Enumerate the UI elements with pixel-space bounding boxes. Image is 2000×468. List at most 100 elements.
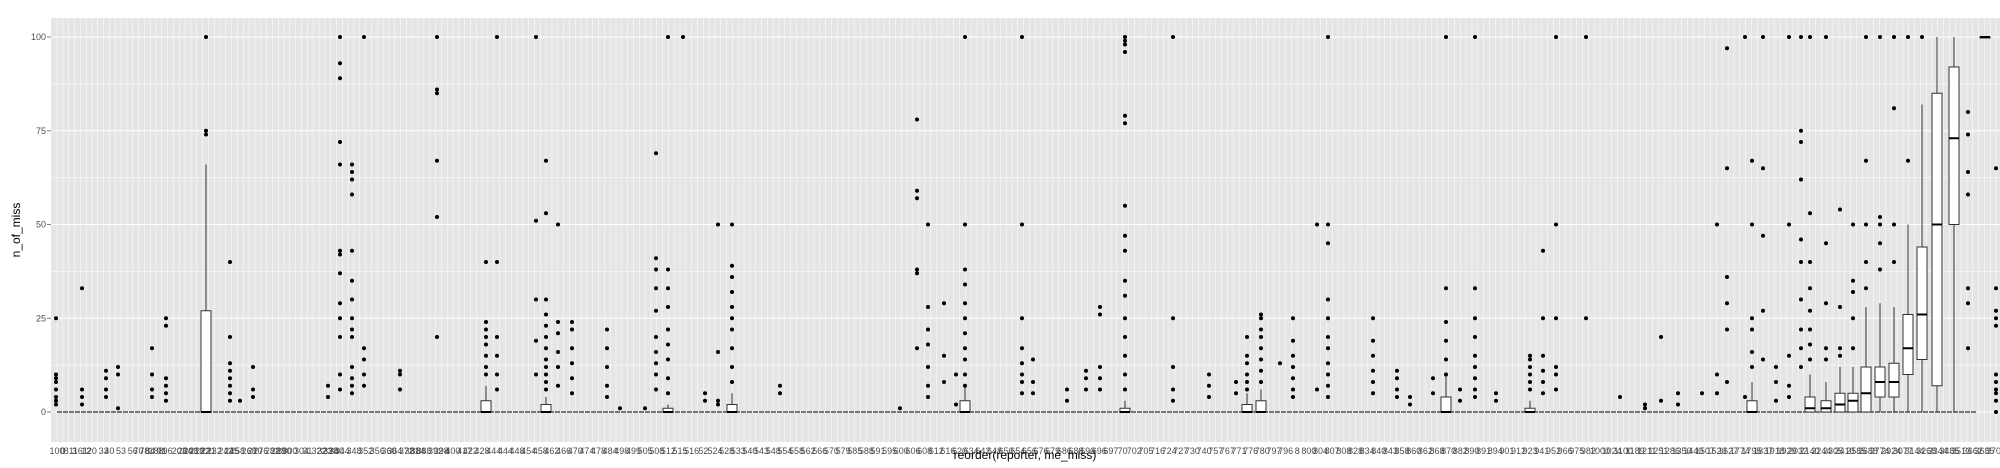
outlier-point <box>1715 372 1719 377</box>
outlier-point <box>1259 357 1263 362</box>
outlier-point <box>1554 35 1558 39</box>
x-tick-label: 780 <box>1255 446 1270 456</box>
outlier-point <box>681 35 685 39</box>
outlier-point <box>570 327 574 332</box>
x-tick-label: 894 <box>1488 446 1503 456</box>
outlier-point <box>666 305 670 309</box>
outlier-point <box>703 398 707 403</box>
x-tick-label: 608 <box>917 446 932 456</box>
outlier-point <box>228 376 232 381</box>
x-tick-label: 543 <box>754 446 769 456</box>
outlier-point <box>570 320 574 324</box>
x-tick-label: 808 <box>1336 446 1351 456</box>
outlier-point <box>618 406 622 411</box>
outlier-point <box>350 162 354 167</box>
outlier-point <box>1892 106 1896 111</box>
outlier-point <box>1245 387 1249 392</box>
outlier-point <box>963 316 967 321</box>
outlier-point <box>251 395 255 399</box>
x-tick-label: 828 <box>1348 446 1363 456</box>
outlier-point <box>204 128 208 133</box>
outlier-point <box>1761 233 1765 238</box>
outlier-point <box>350 376 354 381</box>
outlier-point <box>1326 297 1330 302</box>
x-tick-label: 840 <box>1371 446 1386 456</box>
outlier-point <box>654 335 658 339</box>
outlier-point <box>730 263 734 268</box>
outlier-point <box>80 387 84 392</box>
x-tick-label: 161 <box>73 446 88 456</box>
outlier-point <box>435 87 439 92</box>
outlier-point <box>1878 215 1882 219</box>
box-iqr <box>1746 400 1758 413</box>
outlier-point <box>666 327 670 332</box>
outlier-point <box>350 365 354 369</box>
outlier-point <box>1473 335 1477 339</box>
x-tick-label: 1918 <box>1765 446 1785 456</box>
outlier-point <box>1994 380 1998 384</box>
outlier-point <box>1371 391 1375 396</box>
outlier-point <box>1458 387 1462 392</box>
outlier-point <box>716 350 720 354</box>
x-tick-label: 982 <box>1581 446 1596 456</box>
outlier-point <box>1743 35 1747 39</box>
outlier-point <box>926 305 930 309</box>
outlier-point <box>1838 207 1842 212</box>
outlier-point <box>963 372 967 377</box>
outlier-point <box>1994 316 1998 321</box>
outlier-point <box>54 387 58 392</box>
outlier-point <box>1808 357 1812 362</box>
outlier-point <box>544 297 548 302</box>
outlier-point <box>1799 140 1803 144</box>
outlier-point <box>1528 387 1532 392</box>
outlier-point <box>556 331 560 336</box>
outlier-point <box>1291 316 1295 321</box>
x-tick-label: 12 <box>81 446 91 456</box>
outlier-point <box>926 365 930 369</box>
x-tick-label: 70 <box>1118 446 1128 456</box>
outlier-point <box>1725 166 1729 171</box>
outlier-point <box>730 275 734 279</box>
x-tick-label: 392 <box>428 446 443 456</box>
x-tick-label: 952 <box>1546 446 1561 456</box>
outlier-point <box>1851 278 1855 283</box>
outlier-point <box>1020 316 1024 321</box>
outlier-point <box>1065 398 1069 403</box>
x-tick-label: 797 <box>1266 446 1281 456</box>
outlier-point <box>1326 361 1330 366</box>
outlier-point <box>1473 387 1477 392</box>
outlier-point <box>1774 365 1778 369</box>
outlier-point <box>1824 346 1828 351</box>
x-tick-label: 20 <box>87 446 97 456</box>
x-tick-label: 3513 <box>1951 446 1971 456</box>
outlier-point <box>1259 335 1263 339</box>
outlier-point <box>556 365 560 369</box>
x-tick-label: 3662 <box>1963 446 1983 456</box>
x-tick-label: 304 <box>294 446 309 456</box>
outlier-point <box>1171 398 1175 403</box>
outlier-point <box>730 380 734 384</box>
outlier-point <box>1473 365 1477 369</box>
outlier-point <box>1123 42 1127 47</box>
outlier-point <box>1838 353 1842 358</box>
outlier-point <box>1315 222 1319 227</box>
outlier-point <box>1554 387 1558 392</box>
outlier-point <box>164 323 168 328</box>
x-tick-label: 727 <box>1173 446 1188 456</box>
outlier-point <box>1291 365 1295 369</box>
outlier-point <box>926 395 930 399</box>
outlier-point <box>1444 320 1448 324</box>
outlier-point <box>1715 391 1719 396</box>
x-tick-label: 323 <box>317 446 332 456</box>
outlier-point <box>150 346 154 351</box>
outlier-point <box>1098 305 1102 309</box>
x-tick-label: 381 <box>405 446 420 456</box>
x-tick-label: 767 <box>1220 446 1235 456</box>
box-iqr <box>1888 362 1900 398</box>
outlier-point <box>1725 301 1729 306</box>
x-tick-label: 242 <box>218 446 233 456</box>
outlier-point <box>1750 350 1754 354</box>
outlier-point <box>1315 387 1319 392</box>
outlier-point <box>654 256 658 261</box>
x-tick-label: 348 <box>346 446 361 456</box>
